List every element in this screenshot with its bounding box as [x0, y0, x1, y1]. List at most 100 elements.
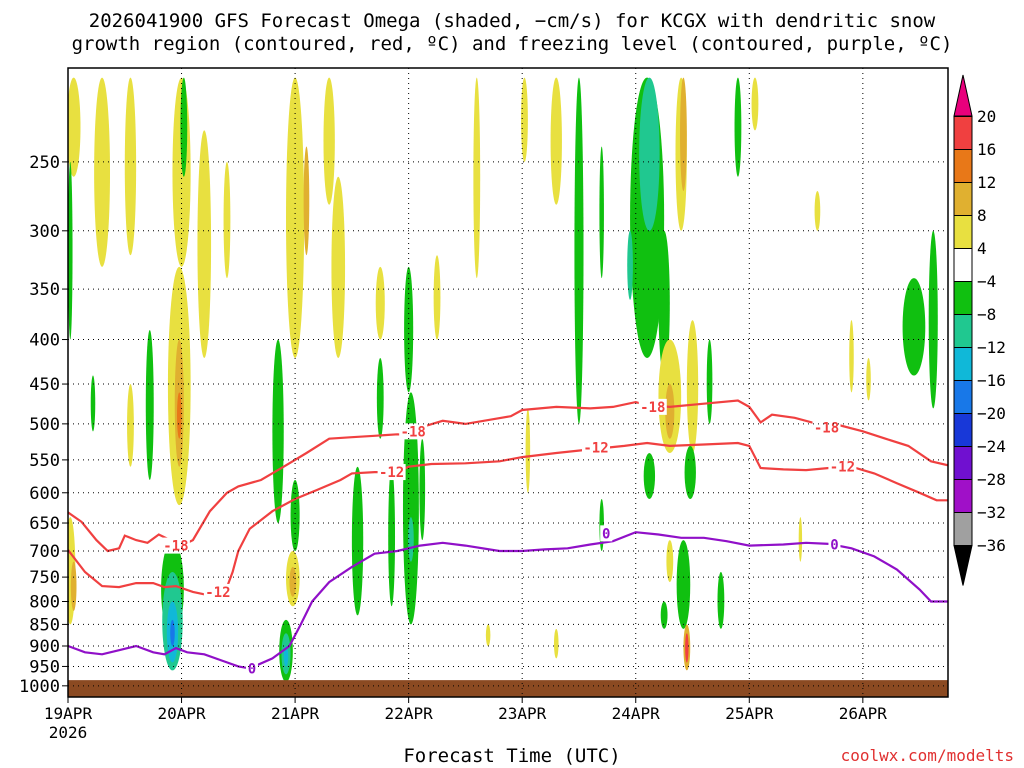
contour-label-bg-0 — [161, 537, 190, 554]
contour-label-2: -18 — [401, 424, 426, 440]
colorbar-label-2: 12 — [977, 173, 996, 192]
omega-shade-4 — [70, 561, 77, 611]
colorbar-label-6: −8 — [977, 305, 996, 324]
colorbar-swatch-13 — [953, 512, 973, 546]
colorbar-cap-bottom — [953, 545, 973, 586]
colorbar-swatch-3 — [953, 182, 973, 216]
x-tick-label-5: 24APR — [612, 704, 661, 723]
omega-shade-25 — [290, 479, 300, 552]
colorbar-swatch-12 — [953, 479, 973, 513]
omega-shade-20 — [286, 77, 305, 358]
colorbar-label-3: 8 — [977, 206, 987, 225]
y-tick-label-12: 850 — [29, 615, 60, 635]
colorbar-swatch-1 — [953, 116, 973, 150]
colorbar-swatch-5 — [953, 248, 973, 282]
contour-line-1 — [68, 441, 948, 598]
contour-label-0: -18 — [163, 539, 188, 555]
y-tick-label-6: 550 — [29, 451, 60, 471]
contour-label-4: -12 — [583, 440, 608, 456]
omega-shade-33 — [376, 357, 384, 439]
contour-label-bg-7 — [828, 458, 857, 475]
omega-shade-43 — [525, 408, 531, 493]
x-tick-label-0: 19APR — [44, 704, 93, 723]
omega-shade-1 — [94, 77, 111, 267]
colorbar-label-12: −32 — [977, 503, 1006, 522]
y-tick-label-9: 700 — [29, 542, 60, 562]
y-tick-label-1: 300 — [29, 222, 60, 242]
x-tick-label-7: 26APR — [839, 704, 888, 723]
omega-shade-21 — [303, 146, 310, 256]
omega-shade-5 — [68, 161, 73, 340]
omega-shade-59 — [684, 445, 696, 500]
omega-shade-66 — [706, 339, 713, 424]
omega-shade-7 — [127, 384, 134, 467]
contour-label-10: 0 — [830, 537, 838, 553]
omega-shade-54 — [680, 77, 687, 191]
omega-shade-0 — [68, 77, 81, 177]
contour-label-8: 0 — [248, 661, 256, 677]
x-year-label: 2026 — [49, 723, 88, 742]
omega-shade-71 — [866, 357, 871, 401]
omega-shade-68 — [751, 77, 759, 131]
colorbar-swatch-6 — [953, 281, 973, 315]
colorbar-swatch-4 — [953, 215, 973, 249]
omega-shade-27 — [289, 566, 297, 597]
y-tick-label-14: 950 — [29, 657, 60, 677]
omega-shade-32 — [375, 266, 385, 340]
colorbar-label-9: −20 — [977, 404, 1006, 423]
omega-shade-70 — [849, 320, 854, 393]
omega-shade-35 — [402, 392, 419, 625]
contour-line-2 — [68, 531, 948, 670]
colorbar-swatch-11 — [953, 446, 973, 480]
contour-label-bg-10 — [828, 536, 841, 553]
omega-shade-58 — [643, 452, 656, 500]
omega-shade-61 — [676, 540, 691, 629]
omega-shade-52 — [658, 230, 670, 376]
y-tick-label-11: 800 — [29, 592, 60, 612]
omega-shade-46 — [574, 77, 584, 424]
x-tick-label-2: 21APR — [271, 704, 320, 723]
colorbar-label-0: 20 — [977, 107, 996, 126]
omega-shade-18 — [170, 619, 175, 647]
omega-shade-73 — [928, 230, 938, 409]
chart-title-line-2: growth region (contoured, red, ºC) and f… — [71, 33, 953, 55]
contour-label-1: -12 — [205, 585, 230, 601]
omega-shade-41 — [521, 77, 528, 162]
y-tick-label-2: 350 — [29, 280, 60, 300]
omega-shade-14 — [223, 161, 231, 279]
omega-shade-57 — [686, 320, 699, 453]
colorbar-label-5: −4 — [977, 272, 996, 291]
colorbar-label-10: −24 — [977, 437, 1006, 456]
y-tick-label-10: 750 — [29, 568, 60, 588]
omega-shade-2 — [124, 77, 137, 256]
y-tick-label-8: 650 — [29, 514, 60, 534]
omega-shade-67 — [734, 77, 742, 177]
colorbar-swatch-10 — [953, 413, 973, 447]
plot-area: -18 -12 -18 -12 -12 -18 -18 -12 0 0 0 — [68, 77, 948, 697]
contour-label-bg-5 — [638, 398, 667, 415]
contour-label-bg-8 — [245, 660, 258, 677]
omega-shade-11 — [177, 392, 182, 439]
omega-shade-13 — [197, 130, 212, 358]
contour-label-bg-9 — [600, 525, 613, 542]
omega-shade-64 — [685, 633, 689, 663]
y-tick-label-4: 450 — [29, 375, 60, 395]
omega-shade-19 — [180, 77, 188, 177]
colorbar-cap-top — [953, 74, 973, 117]
colorbar-label-13: −36 — [977, 536, 1006, 555]
omega-shade-6 — [90, 375, 96, 432]
contour-label-bg-4 — [582, 439, 610, 456]
credit-link[interactable]: coolwx.com/modelts — [840, 746, 1014, 765]
x-tick-label-1: 20APR — [157, 704, 206, 723]
contour-label-bg-1 — [203, 583, 232, 600]
omega-shade-36 — [408, 517, 414, 562]
contour-label-3: -12 — [379, 465, 404, 481]
omega-shade-69 — [814, 190, 821, 231]
omega-shade-72 — [902, 278, 926, 376]
omega-shade-62 — [660, 601, 668, 629]
y-tick-label-7: 600 — [29, 484, 60, 504]
colorbar-swatch-7 — [953, 314, 973, 348]
contour-label-5: -18 — [640, 400, 665, 416]
contour-label-bg-2 — [399, 423, 428, 440]
omega-shade-22 — [323, 77, 335, 205]
